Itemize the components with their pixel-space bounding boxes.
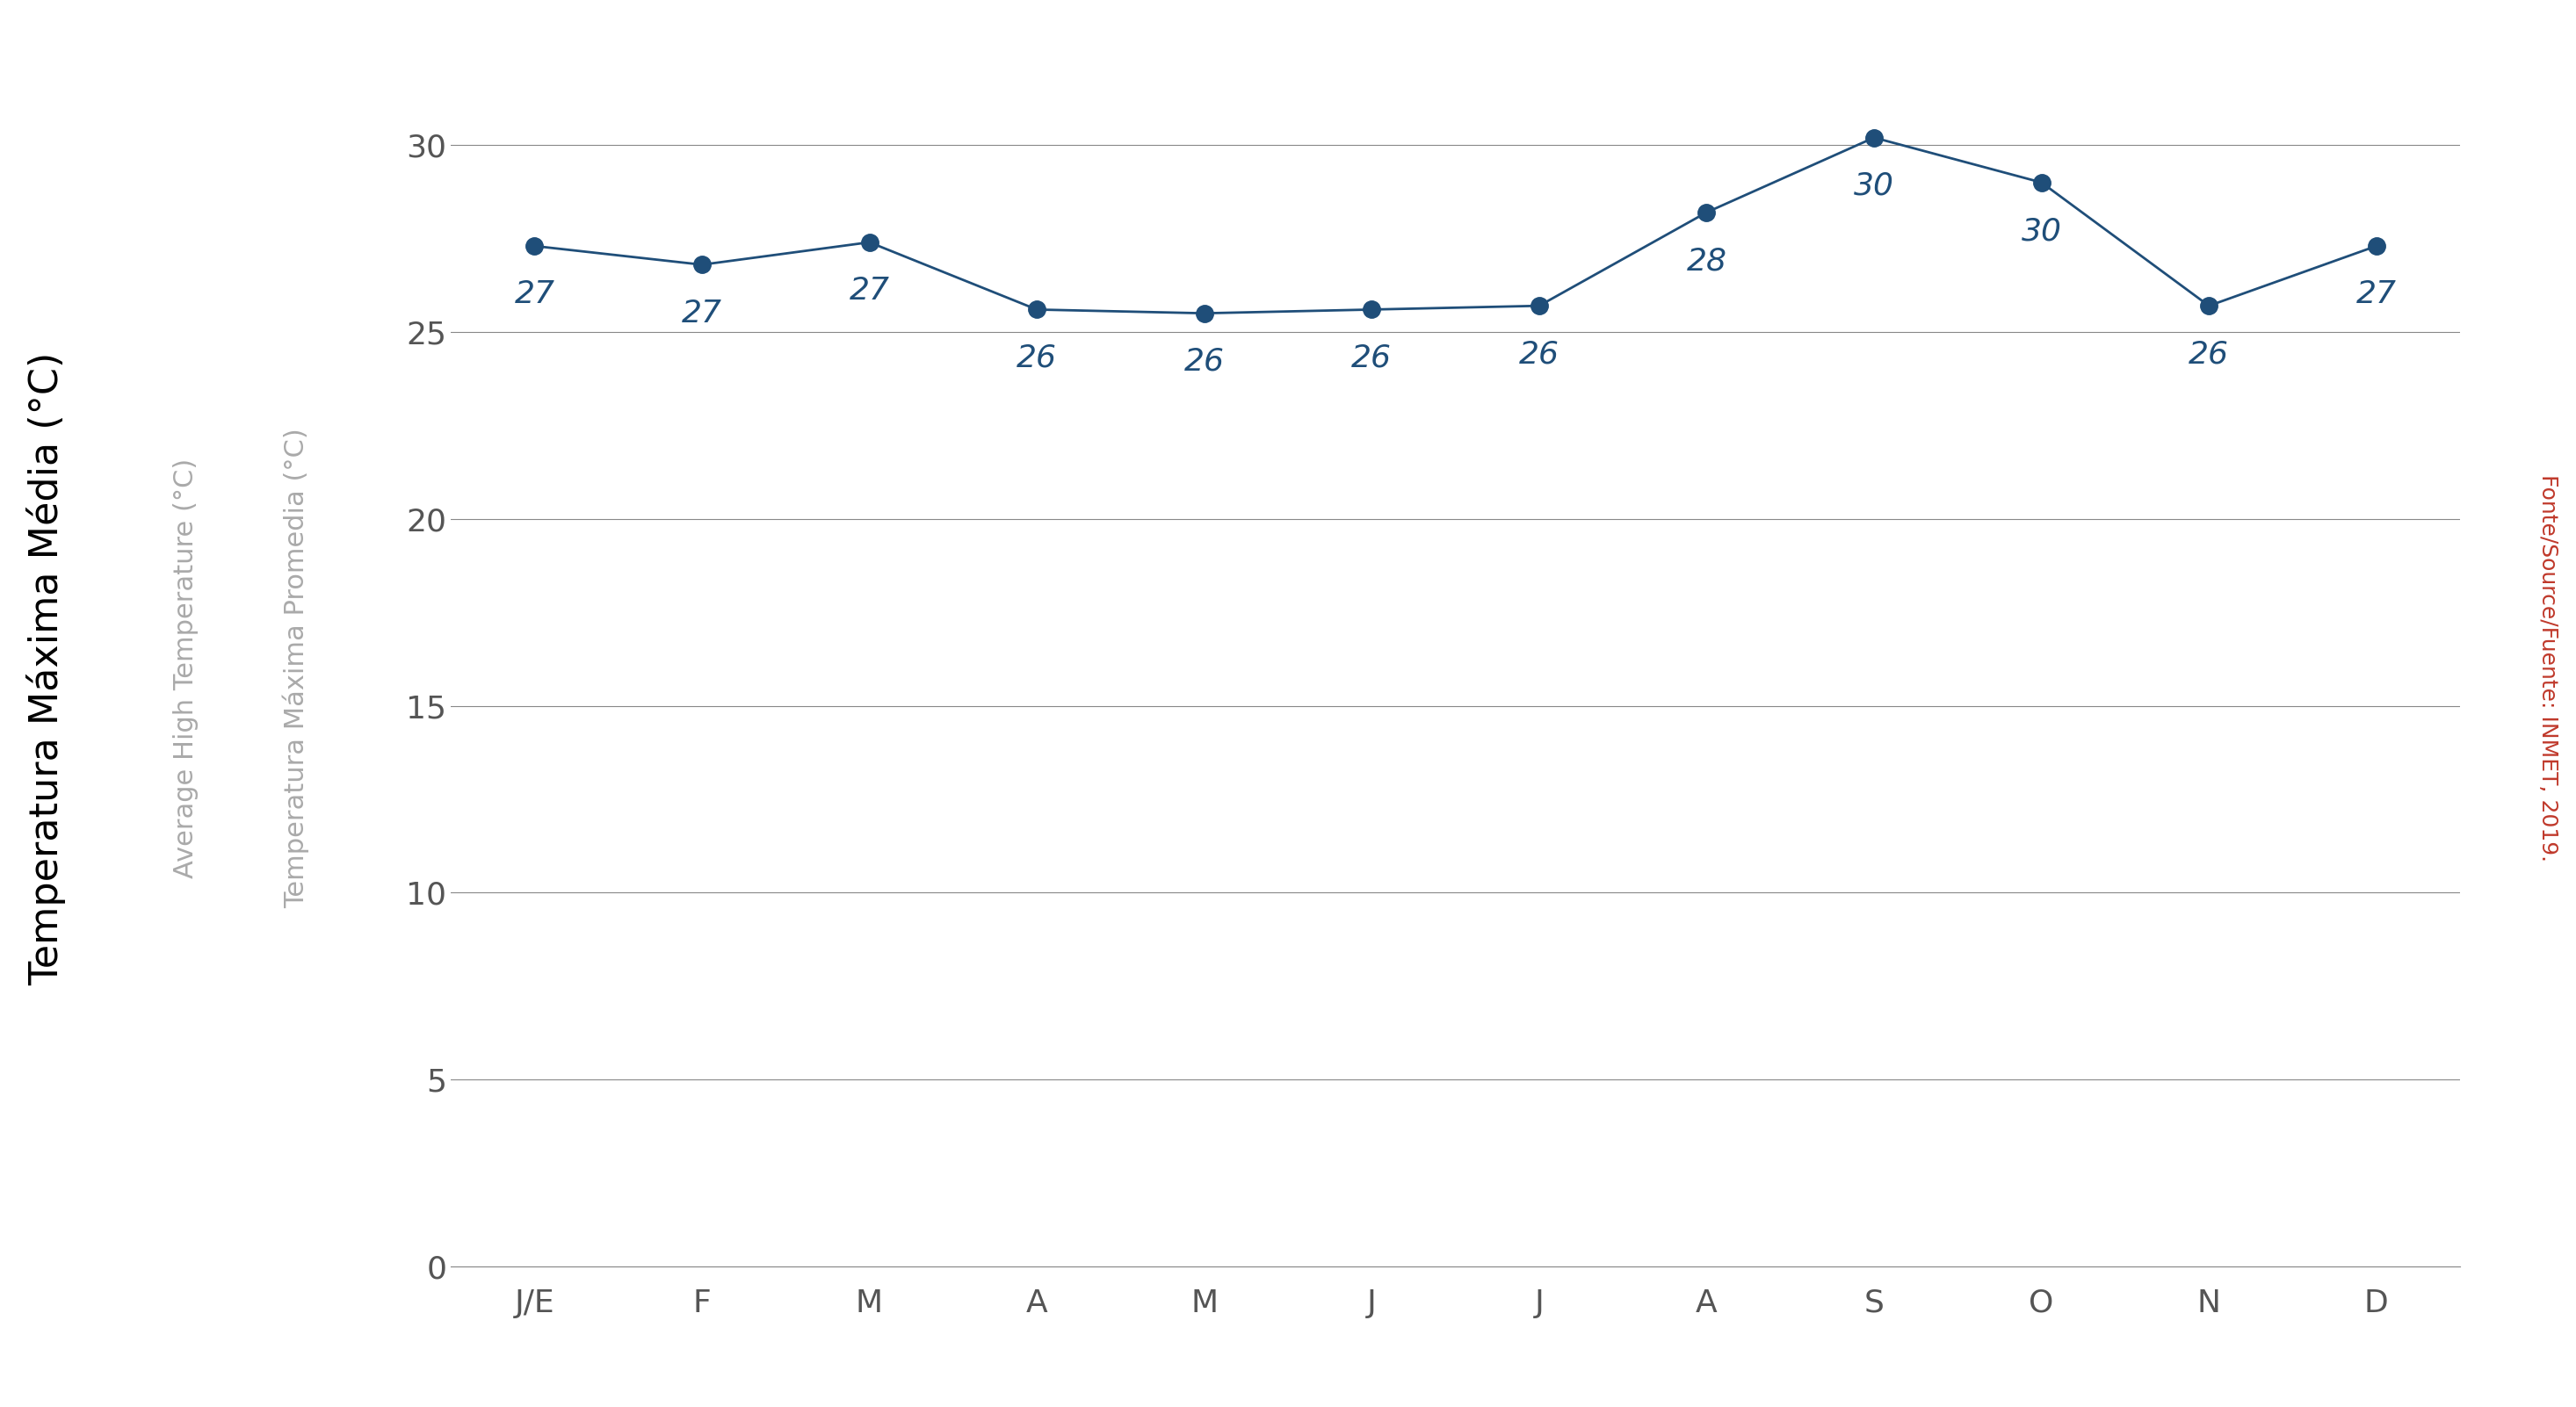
Text: 26: 26 <box>1018 343 1056 373</box>
Text: Average High Temperature (°C): Average High Temperature (°C) <box>173 459 198 878</box>
Text: Fonte/Source/Fuente: INMET, 2019.: Fonte/Source/Fuente: INMET, 2019. <box>2537 474 2558 862</box>
Text: 26: 26 <box>2190 339 2228 369</box>
Text: 28: 28 <box>1687 246 1726 276</box>
Text: Temperatura Máxima Promedia (°C): Temperatura Máxima Promedia (°C) <box>283 428 309 909</box>
Text: 27: 27 <box>2357 280 2396 310</box>
Text: 30: 30 <box>2022 217 2061 246</box>
Text: 27: 27 <box>683 298 721 328</box>
Text: 27: 27 <box>850 276 889 305</box>
Text: 26: 26 <box>1520 339 1558 369</box>
Text: 26: 26 <box>1352 343 1391 373</box>
Text: 30: 30 <box>1855 172 1893 201</box>
Text: Temperatura Máxima Média (°C): Temperatura Máxima Média (°C) <box>26 352 67 985</box>
Text: 26: 26 <box>1185 348 1224 377</box>
Text: 27: 27 <box>515 280 554 310</box>
